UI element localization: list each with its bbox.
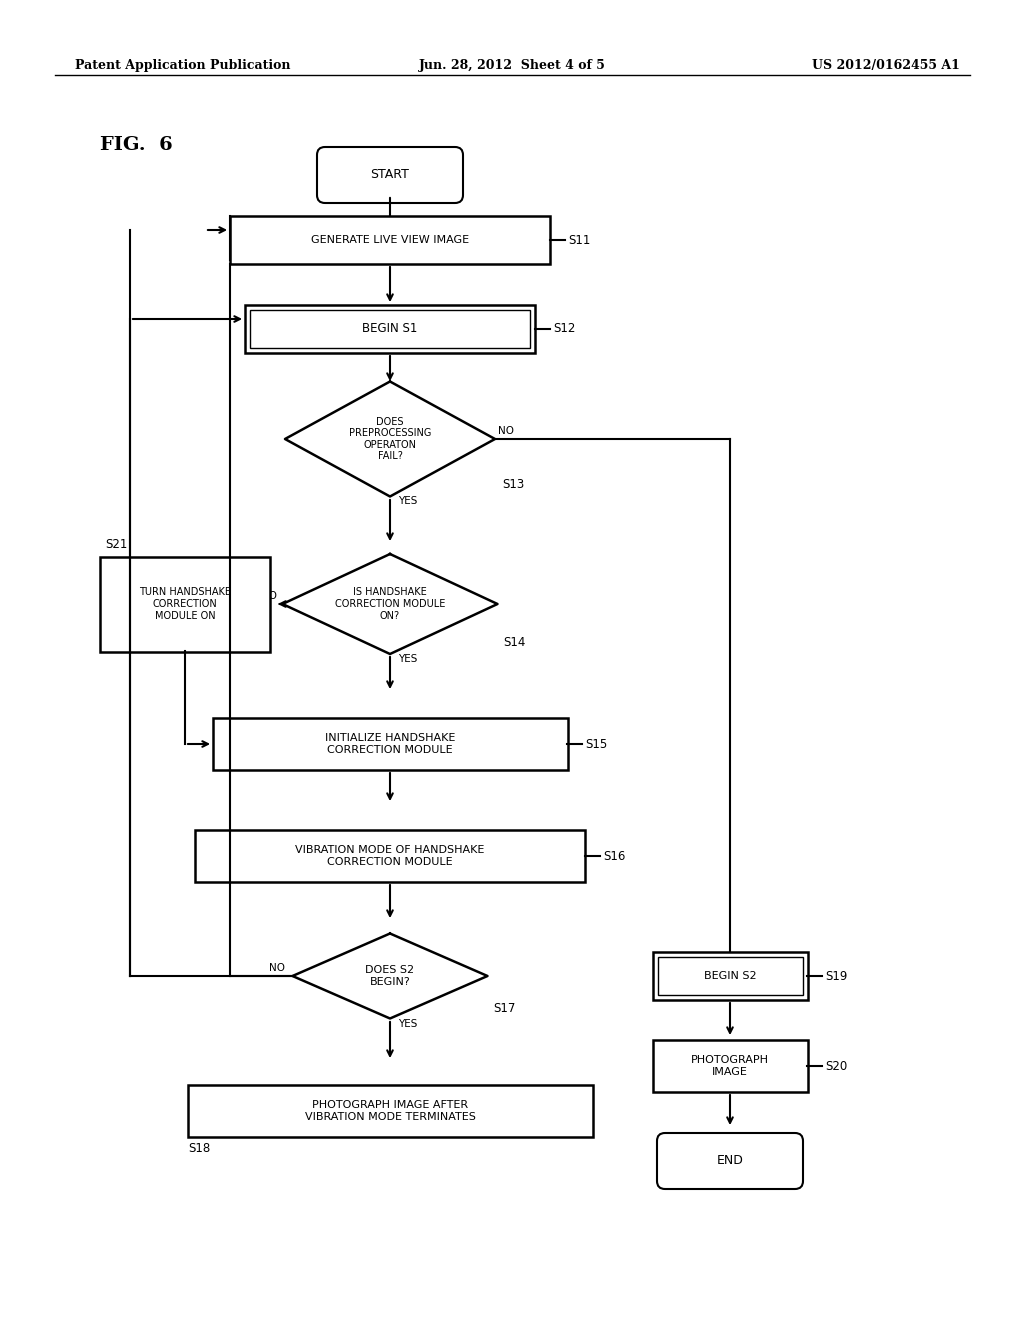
Polygon shape: [283, 554, 498, 653]
Text: S12: S12: [553, 322, 575, 335]
Text: US 2012/0162455 A1: US 2012/0162455 A1: [812, 58, 961, 71]
Text: S11: S11: [568, 234, 591, 247]
Text: VIBRATION MODE OF HANDSHAKE
CORRECTION MODULE: VIBRATION MODE OF HANDSHAKE CORRECTION M…: [295, 845, 484, 867]
Text: S21: S21: [105, 537, 127, 550]
Bar: [250, 310, 530, 348]
Text: END: END: [717, 1155, 743, 1167]
Bar: [657, 957, 803, 995]
Bar: [195, 830, 585, 882]
FancyBboxPatch shape: [657, 1133, 803, 1189]
Text: YES: YES: [398, 1019, 418, 1030]
Polygon shape: [293, 933, 487, 1019]
Text: YES: YES: [398, 496, 418, 506]
Bar: [100, 557, 270, 652]
Text: DOES
PREPROCESSING
OPERATON
FAIL?: DOES PREPROCESSING OPERATON FAIL?: [349, 417, 431, 462]
Text: DOES S2
BEGIN?: DOES S2 BEGIN?: [366, 965, 415, 987]
Text: NO: NO: [498, 426, 514, 436]
Text: NO: NO: [269, 964, 285, 973]
Text: S15: S15: [585, 738, 607, 751]
Bar: [245, 305, 535, 352]
Text: S17: S17: [493, 1002, 515, 1015]
Text: S20: S20: [825, 1060, 847, 1072]
Bar: [230, 216, 550, 264]
Bar: [652, 952, 808, 1001]
Text: S14: S14: [503, 635, 525, 648]
Text: S13: S13: [502, 478, 524, 491]
Text: INITIALIZE HANDSHAKE
CORRECTION MODULE: INITIALIZE HANDSHAKE CORRECTION MODULE: [325, 733, 456, 755]
Text: GENERATE LIVE VIEW IMAGE: GENERATE LIVE VIEW IMAGE: [311, 235, 469, 246]
Text: PHOTOGRAPH
IMAGE: PHOTOGRAPH IMAGE: [691, 1055, 769, 1077]
Bar: [187, 1085, 593, 1137]
FancyBboxPatch shape: [317, 147, 463, 203]
Text: Jun. 28, 2012  Sheet 4 of 5: Jun. 28, 2012 Sheet 4 of 5: [419, 58, 605, 71]
Text: S16: S16: [603, 850, 626, 862]
Bar: [213, 718, 567, 770]
Text: TURN HANDSHAKE
CORRECTION
MODULE ON: TURN HANDSHAKE CORRECTION MODULE ON: [139, 587, 231, 620]
Text: PHOTOGRAPH IMAGE AFTER
VIBRATION MODE TERMINATES: PHOTOGRAPH IMAGE AFTER VIBRATION MODE TE…: [304, 1100, 475, 1122]
Polygon shape: [285, 381, 495, 496]
Text: S19: S19: [825, 969, 848, 982]
Text: IS HANDSHAKE
CORRECTION MODULE
ON?: IS HANDSHAKE CORRECTION MODULE ON?: [335, 587, 445, 620]
Text: NO: NO: [261, 591, 278, 601]
Text: FIG.  6: FIG. 6: [100, 136, 173, 154]
Text: YES: YES: [398, 653, 418, 664]
Text: START: START: [371, 169, 410, 181]
Bar: [652, 1040, 808, 1092]
Text: BEGIN S1: BEGIN S1: [362, 322, 418, 335]
Text: Patent Application Publication: Patent Application Publication: [75, 58, 291, 71]
Text: BEGIN S2: BEGIN S2: [703, 972, 757, 981]
Text: S18: S18: [188, 1143, 210, 1155]
